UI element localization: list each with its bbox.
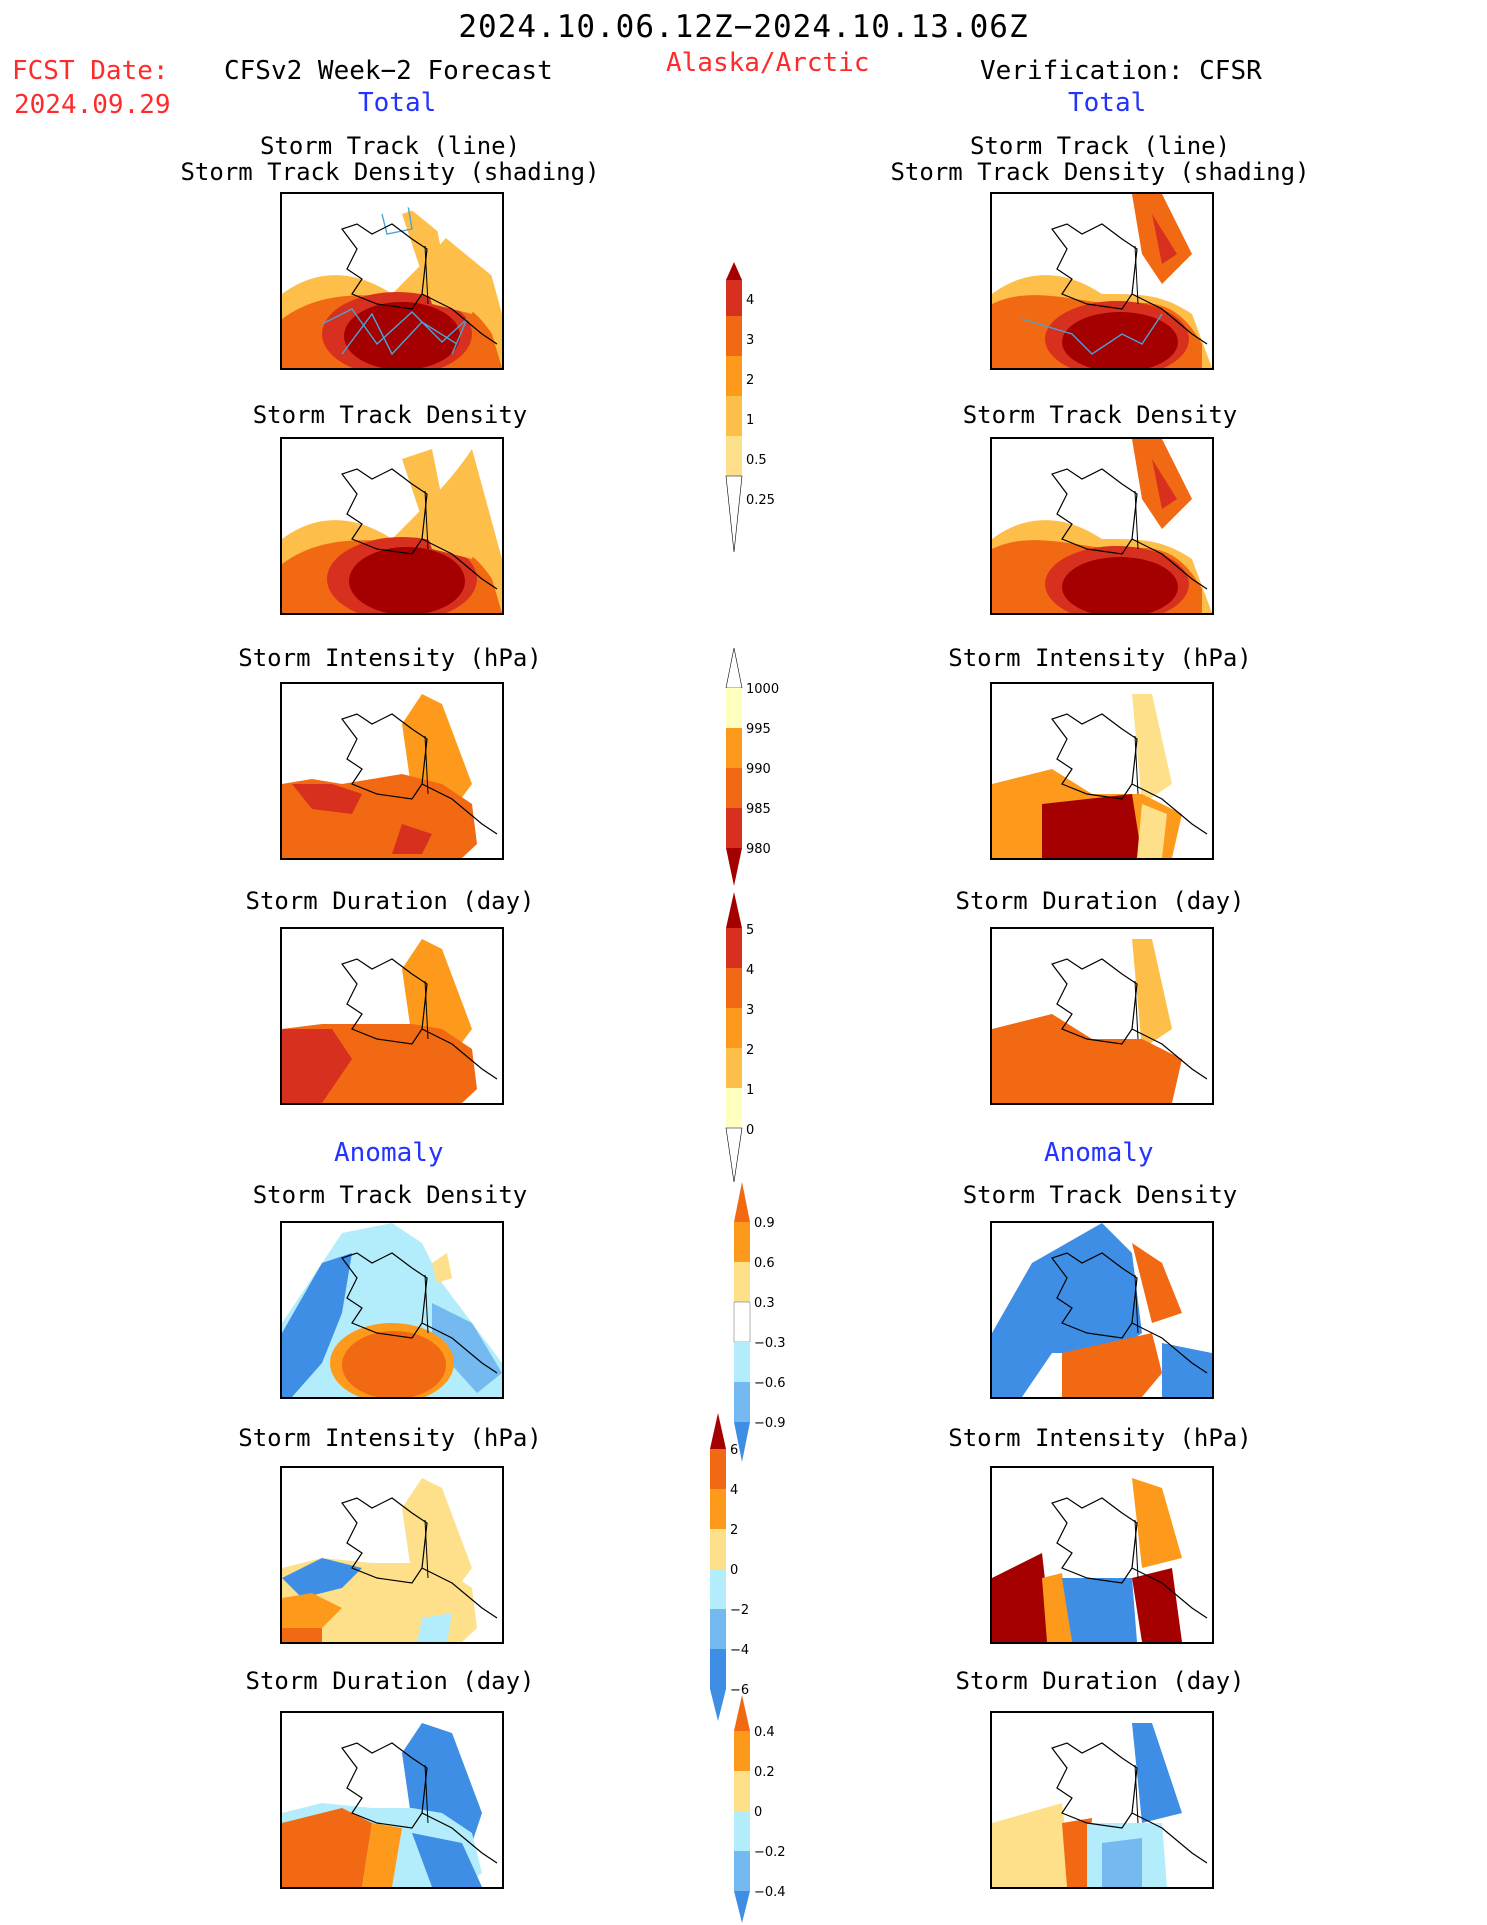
map-right-intensity bbox=[990, 682, 1214, 860]
right-track-density-shading-title: Storm Track Density (shading) bbox=[890, 158, 1310, 186]
left-total-label: Total bbox=[358, 88, 437, 118]
region-label: Alaska/Arctic bbox=[666, 48, 870, 78]
cbar-label: 985 bbox=[746, 802, 771, 817]
cbar-label: 1 bbox=[746, 1083, 754, 1098]
left-duration-title: Storm Duration (day) bbox=[245, 887, 535, 915]
colorbar-duration-total: 5 4 3 2 1 0 bbox=[725, 892, 754, 1182]
right-anom-intensity-title: Storm Intensity (hPa) bbox=[948, 1424, 1252, 1452]
right-track-line-title: Storm Track (line) bbox=[969, 132, 1231, 160]
left-anom-duration-title: Storm Duration (day) bbox=[245, 1667, 535, 1695]
cbar-label: 0.5 bbox=[746, 453, 767, 468]
cbar-label: 1000 bbox=[746, 682, 779, 697]
cbar-label: 3 bbox=[746, 1003, 754, 1018]
map-left-track-density bbox=[280, 437, 504, 615]
cbar-label: −2 bbox=[730, 1603, 749, 1618]
map-right-anom-density bbox=[990, 1221, 1214, 1399]
left-track-line-title: Storm Track (line) bbox=[259, 132, 521, 160]
map-right-duration bbox=[990, 927, 1214, 1105]
fcst-date-label: FCST Date: bbox=[12, 56, 169, 86]
cbar-label: 0.6 bbox=[754, 1256, 775, 1271]
colorbar-density-anomaly: 0.9 0.6 0.3 −0.3 −0.6 −0.9 bbox=[733, 1182, 786, 1462]
colorbar-duration-anomaly: 0.4 0.2 0 −0.2 −0.4 bbox=[734, 1695, 786, 1923]
map-left-anom-duration bbox=[280, 1711, 504, 1889]
right-total-label: Total bbox=[1068, 88, 1147, 118]
cbar-label: 6 bbox=[730, 1443, 738, 1458]
forecast-period-title: 2024.10.06.12Z−2024.10.13.06Z bbox=[458, 9, 1029, 45]
cbar-label: −4 bbox=[730, 1643, 749, 1658]
left-anom-density-title: Storm Track Density bbox=[252, 1181, 528, 1209]
map-left-track-density-shading bbox=[280, 192, 504, 370]
cbar-label: 0.2 bbox=[754, 1765, 775, 1780]
cbar-label: 995 bbox=[746, 722, 771, 737]
cbar-label: 0 bbox=[754, 1805, 762, 1820]
right-anomaly-label: Anomaly bbox=[1044, 1138, 1154, 1168]
map-right-track-density-shading bbox=[990, 192, 1214, 370]
cbar-label: 4 bbox=[730, 1483, 738, 1498]
cbar-label: −0.9 bbox=[754, 1416, 786, 1431]
colorbar-intensity-total: 1000 995 990 985 980 bbox=[725, 648, 779, 886]
cbar-label: 0.3 bbox=[754, 1296, 775, 1311]
cbar-label: 2 bbox=[746, 373, 754, 388]
cbar-label: 0.25 bbox=[746, 493, 775, 508]
cbar-label: −0.3 bbox=[754, 1336, 786, 1351]
cbar-label: 4 bbox=[746, 963, 754, 978]
cbar-label: 3 bbox=[746, 333, 754, 348]
cbar-label: 990 bbox=[746, 762, 771, 777]
cbar-label: −6 bbox=[730, 1683, 749, 1698]
left-track-density-title: Storm Track Density bbox=[252, 401, 528, 429]
map-right-anom-duration bbox=[990, 1711, 1214, 1889]
cbar-label: 0 bbox=[746, 1123, 754, 1138]
right-track-density-title: Storm Track Density bbox=[962, 401, 1238, 429]
map-left-duration bbox=[280, 927, 504, 1105]
cbar-label: 2 bbox=[746, 1043, 754, 1058]
cbar-label: −0.4 bbox=[754, 1885, 786, 1900]
map-left-anom-density bbox=[280, 1221, 504, 1399]
cbar-label: 0.9 bbox=[754, 1216, 775, 1231]
cbar-label: 1 bbox=[746, 413, 754, 428]
right-anom-duration-title: Storm Duration (day) bbox=[955, 1667, 1245, 1695]
left-track-density-shading-title: Storm Track Density (shading) bbox=[180, 158, 600, 186]
map-left-intensity bbox=[280, 682, 504, 860]
left-anom-intensity-title: Storm Intensity (hPa) bbox=[238, 1424, 542, 1452]
cbar-label: 5 bbox=[746, 923, 754, 938]
right-anom-density-title: Storm Track Density bbox=[962, 1181, 1238, 1209]
fcst-date-value: 2024.09.29 bbox=[14, 90, 171, 120]
verification-label: Verification: CFSR bbox=[980, 56, 1262, 86]
left-intensity-title: Storm Intensity (hPa) bbox=[238, 644, 542, 672]
cbar-label: −0.2 bbox=[754, 1845, 786, 1860]
cbar-label: −0.6 bbox=[754, 1376, 786, 1391]
colorbar-intensity-anomaly: 6 4 2 0 −2 −4 −6 bbox=[710, 1413, 749, 1721]
right-duration-title: Storm Duration (day) bbox=[955, 887, 1245, 915]
cbar-label: 980 bbox=[746, 842, 771, 857]
cbar-label: 0.4 bbox=[754, 1725, 775, 1740]
map-right-track-density bbox=[990, 437, 1214, 615]
cbar-label: 0 bbox=[730, 1563, 738, 1578]
colorbar-density-total: 4 3 2 1 0.5 0.25 bbox=[725, 262, 775, 552]
map-right-anom-intensity bbox=[990, 1466, 1214, 1644]
cbar-label: 4 bbox=[746, 293, 754, 308]
forecast-label: CFSv2 Week−2 Forecast bbox=[224, 56, 553, 86]
left-anomaly-label: Anomaly bbox=[334, 1138, 444, 1168]
right-intensity-title: Storm Intensity (hPa) bbox=[948, 644, 1252, 672]
map-left-anom-intensity bbox=[280, 1466, 504, 1644]
cbar-label: 2 bbox=[730, 1523, 738, 1538]
